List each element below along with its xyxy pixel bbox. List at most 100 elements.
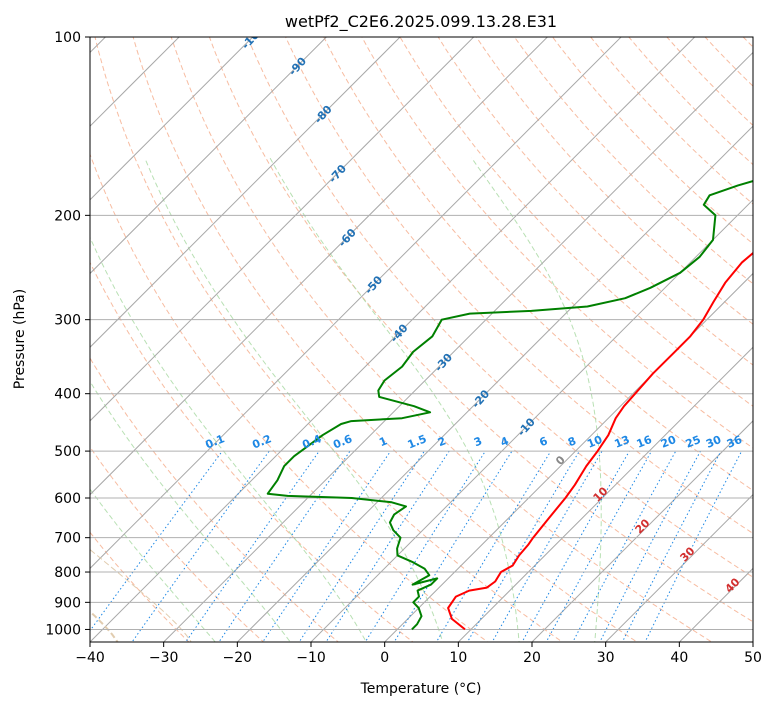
- temperature-line: [447, 251, 753, 631]
- dry-adiabat: [208, 37, 753, 623]
- mixing-ratio-label: 4: [499, 434, 511, 449]
- mixing-ratio-line: [545, 450, 652, 642]
- isotherm: [90, 37, 549, 496]
- dry-adiabat: [437, 37, 753, 366]
- x-tick-label: −20: [223, 650, 253, 666]
- mixing-ratio-label: 10: [585, 433, 604, 451]
- isotherm: [310, 199, 753, 642]
- dry-adiabat: [246, 37, 753, 578]
- moist-adiabat: [269, 157, 520, 642]
- y-axis: 100 200 300 400 500 600 700 800 900 1000: [45, 30, 90, 638]
- pressure-gridlines: [90, 37, 753, 630]
- line-labels: 0.1 0.2 0.4 0.6 1 1.5 2 3 4 6 8 10 13 16 20 25 30 36-100-…: [204, 37, 745, 596]
- mixing-ratio-label: 0.4: [300, 432, 323, 451]
- moist-adiabat: [144, 157, 444, 642]
- mixing-ratio-line: [185, 450, 320, 642]
- isotherm: [90, 37, 328, 275]
- dry-adiabat-label: 30: [678, 544, 698, 564]
- moist-adiabat: [90, 236, 367, 642]
- y-tick-label: 400: [54, 387, 81, 403]
- isotherm: [457, 346, 753, 642]
- dry-adiabat-label: 40: [723, 575, 743, 595]
- x-tick-label: −40: [75, 650, 105, 666]
- mixing-ratio-label: 3: [472, 434, 484, 449]
- mixing-ratio-label: 0.2: [250, 432, 273, 451]
- x-tick-label: 40: [670, 650, 688, 666]
- dry-adiabat: [551, 37, 753, 245]
- isotherm: [90, 37, 180, 127]
- isotherm: [90, 37, 696, 642]
- isotherm: [90, 37, 622, 570]
- mixing-ratio-label: 13: [613, 433, 632, 451]
- mixing-ratio-label: 8: [566, 434, 578, 449]
- dry-adiabat: [323, 37, 753, 492]
- x-axis-label: Temperature (°C): [360, 681, 482, 697]
- dry-adiabat: [170, 37, 713, 642]
- moist-adiabat: [90, 488, 216, 642]
- mixing-ratio-label: 0.6: [331, 432, 354, 451]
- dry-adiabat: [90, 261, 414, 642]
- isotherm: [604, 493, 753, 642]
- x-tick-label: 20: [523, 650, 541, 666]
- mixing-ratio-line: [466, 450, 580, 642]
- mixing-ratio-line: [621, 450, 722, 642]
- isotherm: [383, 272, 753, 642]
- dry-adiabat: [90, 531, 190, 642]
- y-tick-label: 600: [54, 491, 81, 507]
- dewpoint-line: [266, 180, 753, 631]
- background-lines: [90, 24, 775, 654]
- dry-adiabat: [513, 37, 753, 285]
- mixing-ratio-line: [90, 450, 223, 632]
- mixing-ratio-line: [491, 450, 603, 642]
- profile-series: [266, 180, 753, 631]
- x-tick-label: −30: [149, 650, 179, 666]
- isotherm: [236, 125, 753, 642]
- mixing-ratio-label: 2: [436, 434, 448, 449]
- dry-adiabat: [90, 357, 340, 642]
- y-tick-label: 500: [54, 444, 81, 460]
- dry-adiabat: [704, 37, 753, 87]
- y-tick-label: 200: [54, 208, 81, 224]
- dry-adiabat: [132, 37, 638, 642]
- y-tick-label: 300: [54, 313, 81, 329]
- moist-adiabat: [90, 380, 291, 642]
- plot-frame: [89, 36, 754, 643]
- mixing-ratio-label: 36: [725, 433, 744, 451]
- y-axis-label: Pressure (hPa): [12, 289, 28, 389]
- chart-title: wetPf2_C2E6.2025.099.13.28.E31: [285, 12, 557, 32]
- dry-adiabat: [90, 446, 265, 642]
- x-tick-label: 0: [380, 650, 389, 666]
- mixing-ratio-label: 1.5: [406, 432, 429, 451]
- isotherm: [162, 51, 753, 642]
- dry-adiabat: [666, 37, 753, 127]
- y-tick-label: 700: [54, 531, 81, 547]
- y-tick-label: 1000: [45, 622, 81, 638]
- isotherm: [90, 37, 254, 201]
- dry-adiabat: [94, 37, 564, 642]
- mixing-ratio-label: 6: [538, 434, 550, 449]
- isotherm: [90, 37, 475, 422]
- dry-adiabat-label: 10: [591, 484, 611, 504]
- dry-adiabat: [399, 37, 753, 407]
- x-tick-label: 10: [449, 650, 467, 666]
- mixing-ratio-label: 30: [704, 433, 723, 451]
- mixing-ratio-label: 16: [635, 433, 654, 451]
- isotherm: [90, 37, 401, 348]
- dry-adiabat: [90, 152, 489, 642]
- x-tick-label: −10: [296, 650, 326, 666]
- dry-adiabat: [768, 24, 775, 654]
- x-tick-label: 50: [744, 650, 762, 666]
- dry-adiabat-label: 20: [633, 516, 653, 536]
- mixing-ratio-line: [325, 450, 450, 642]
- mixing-ratio-line: [393, 450, 513, 642]
- mixing-ratio-label: 20: [659, 433, 678, 451]
- moist-adiabat: [471, 157, 602, 642]
- y-tick-label: 900: [54, 595, 81, 611]
- mixing-ratio-line: [131, 450, 270, 642]
- mixing-ratio-line: [298, 450, 425, 642]
- y-tick-label: 100: [54, 30, 81, 46]
- mixing-ratio-label: 1: [377, 434, 389, 449]
- dry-adiabat: [285, 37, 753, 535]
- x-axis: −40 −30 −20 −10 0 10 20 30 40 50: [75, 642, 762, 666]
